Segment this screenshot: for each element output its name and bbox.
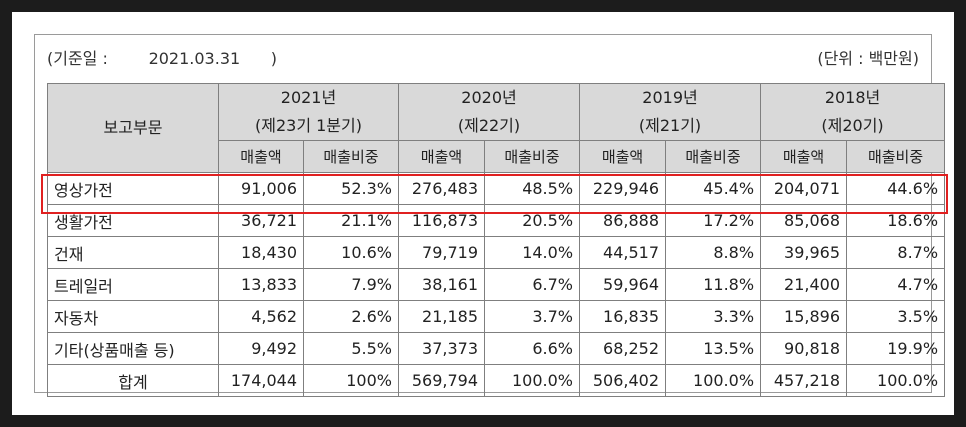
table-cell: 4,562 — [218, 300, 304, 333]
row-label: 건재 — [47, 236, 219, 269]
table-row: 트레일러 13,833 7.9% 38,161 6.7% 59,964 11.8… — [47, 268, 946, 301]
table-cell: 20.5% — [483, 204, 581, 237]
table-cell: 100% — [303, 364, 399, 397]
sales-header: 매출액 — [760, 140, 848, 173]
table-cell: 204,071 — [760, 172, 848, 205]
table-cell: 457,218 — [760, 364, 848, 397]
table-cell: 19.9% — [846, 332, 946, 365]
table-row-total: 합계 174,044 100% 569,794 100.0% 506,402 1… — [47, 364, 946, 397]
ratio-header: 매출비중 — [483, 140, 581, 173]
ratio-header: 매출비중 — [846, 140, 946, 173]
table-cell: 36,721 — [218, 204, 304, 237]
year-label: 2021년 — [280, 88, 337, 107]
table-cell: 276,483 — [398, 172, 485, 205]
table-row: 영상가전 91,006 52.3% 276,483 48.5% 229,946 … — [47, 172, 946, 205]
table-cell: 2.6% — [303, 300, 399, 333]
table-cell: 9,492 — [218, 332, 304, 365]
year-label: 2019년 — [642, 88, 698, 107]
table-cell: 3.5% — [846, 300, 946, 333]
ratio-header: 매출비중 — [665, 140, 762, 173]
unit-label: (단위 : 백만원) — [817, 49, 919, 68]
table-row: 건재 18,430 10.6% 79,719 14.0% 44,517 8.8%… — [47, 236, 946, 269]
table-cell: 52.3% — [303, 172, 399, 205]
table-cell: 48.5% — [483, 172, 581, 205]
table-cell: 100.0% — [665, 364, 762, 397]
header-row-metrics: 매출액 매출비중 매출액 매출비중 매출액 매출비중 매출액 매출비중 — [48, 140, 946, 173]
table-cell: 18.6% — [846, 204, 946, 237]
table-cell: 37,373 — [398, 332, 485, 365]
table-cell: 18,430 — [218, 236, 304, 269]
table-cell: 21,400 — [760, 268, 848, 301]
table-cell: 79,719 — [398, 236, 485, 269]
table-cell: 6.7% — [483, 268, 581, 301]
row-label: 합계 — [47, 364, 219, 397]
table-row: 자동차 4,562 2.6% 21,185 3.7% 16,835 3.3% 1… — [47, 300, 946, 333]
period-label: (제23기 1분기) — [255, 116, 362, 135]
table-cell: 14.0% — [483, 236, 581, 269]
year-header-2020: 2020년 (제22기) — [397, 83, 581, 141]
row-label: 생활가전 — [47, 204, 219, 237]
table-cell: 68,252 — [579, 332, 667, 365]
table-cell: 86,888 — [579, 204, 667, 237]
table-cell: 21,185 — [398, 300, 485, 333]
year-label: 2020년 — [461, 88, 517, 107]
table-cell: 174,044 — [218, 364, 304, 397]
table-cell: 4.7% — [846, 268, 946, 301]
table-cell: 11.8% — [665, 268, 762, 301]
table-cell: 100.0% — [846, 364, 946, 397]
table-cell: 59,964 — [579, 268, 667, 301]
sales-header: 매출액 — [218, 140, 304, 173]
table-cell: 5.5% — [303, 332, 399, 365]
table-cell: 13,833 — [218, 268, 304, 301]
year-header-2018: 2018년 (제20기) — [760, 83, 946, 141]
table-cell: 39,965 — [760, 236, 848, 269]
table-cell: 10.6% — [303, 236, 399, 269]
table-cell: 21.1% — [303, 204, 399, 237]
period-label: (제22기) — [457, 116, 521, 135]
period-label: (제21기) — [638, 116, 702, 135]
segment-sales-table: 보고부문 2021년 (제23기 1분기) 2020년 (제22기) 2019년… — [47, 83, 946, 397]
table-cell: 90,818 — [760, 332, 848, 365]
row-label: 기타(상품매출 등) — [47, 332, 219, 365]
year-header-2021: 2021년 (제23기 1분기) — [218, 83, 399, 141]
table-cell: 17.2% — [665, 204, 762, 237]
table-cell: 44.6% — [846, 172, 946, 205]
year-label: 2018년 — [824, 88, 881, 107]
table-cell: 6.6% — [483, 332, 581, 365]
table-cell: 8.7% — [846, 236, 946, 269]
table-cell: 569,794 — [398, 364, 485, 397]
table-meta: (기준일 : 2021.03.31 ) (단위 : 백만원) — [43, 45, 923, 69]
table-row: 생활가전 36,721 21.1% 116,873 20.5% 86,888 1… — [47, 204, 946, 237]
table-cell: 229,946 — [579, 172, 667, 205]
period-label: (제20기) — [821, 116, 884, 135]
table-cell: 100.0% — [483, 364, 581, 397]
table-cell: 506,402 — [579, 364, 667, 397]
table-cell: 45.4% — [665, 172, 762, 205]
document-panel: (기준일 : 2021.03.31 ) (단위 : 백만원) 보고부문 2021… — [34, 34, 946, 397]
reference-date: (기준일 : 2021.03.31 ) — [47, 49, 277, 68]
header-row-years: 보고부문 2021년 (제23기 1분기) 2020년 (제22기) 2019년… — [47, 83, 946, 173]
year-header-2019: 2019년 (제21기) — [579, 83, 762, 141]
ratio-header: 매출비중 — [303, 140, 399, 173]
table-cell: 15,896 — [760, 300, 848, 333]
row-label: 트레일러 — [47, 268, 219, 301]
table-cell: 91,006 — [218, 172, 304, 205]
table-cell: 116,873 — [398, 204, 485, 237]
table-cell: 85,068 — [760, 204, 848, 237]
table-cell: 44,517 — [579, 236, 667, 269]
table-cell: 3.7% — [483, 300, 581, 333]
row-label: 자동차 — [47, 300, 219, 333]
table-row: 기타(상품매출 등) 9,492 5.5% 37,373 6.6% 68,252… — [47, 332, 946, 365]
table-cell: 8.8% — [665, 236, 762, 269]
table-cell: 7.9% — [303, 268, 399, 301]
sales-header: 매출액 — [579, 140, 667, 173]
table-cell: 16,835 — [579, 300, 667, 333]
sales-header: 매출액 — [398, 140, 485, 173]
row-label: 영상가전 — [47, 172, 219, 205]
segment-header: 보고부문 — [47, 83, 219, 173]
table-cell: 38,161 — [398, 268, 485, 301]
table-cell: 13.5% — [665, 332, 762, 365]
table-cell: 3.3% — [665, 300, 762, 333]
